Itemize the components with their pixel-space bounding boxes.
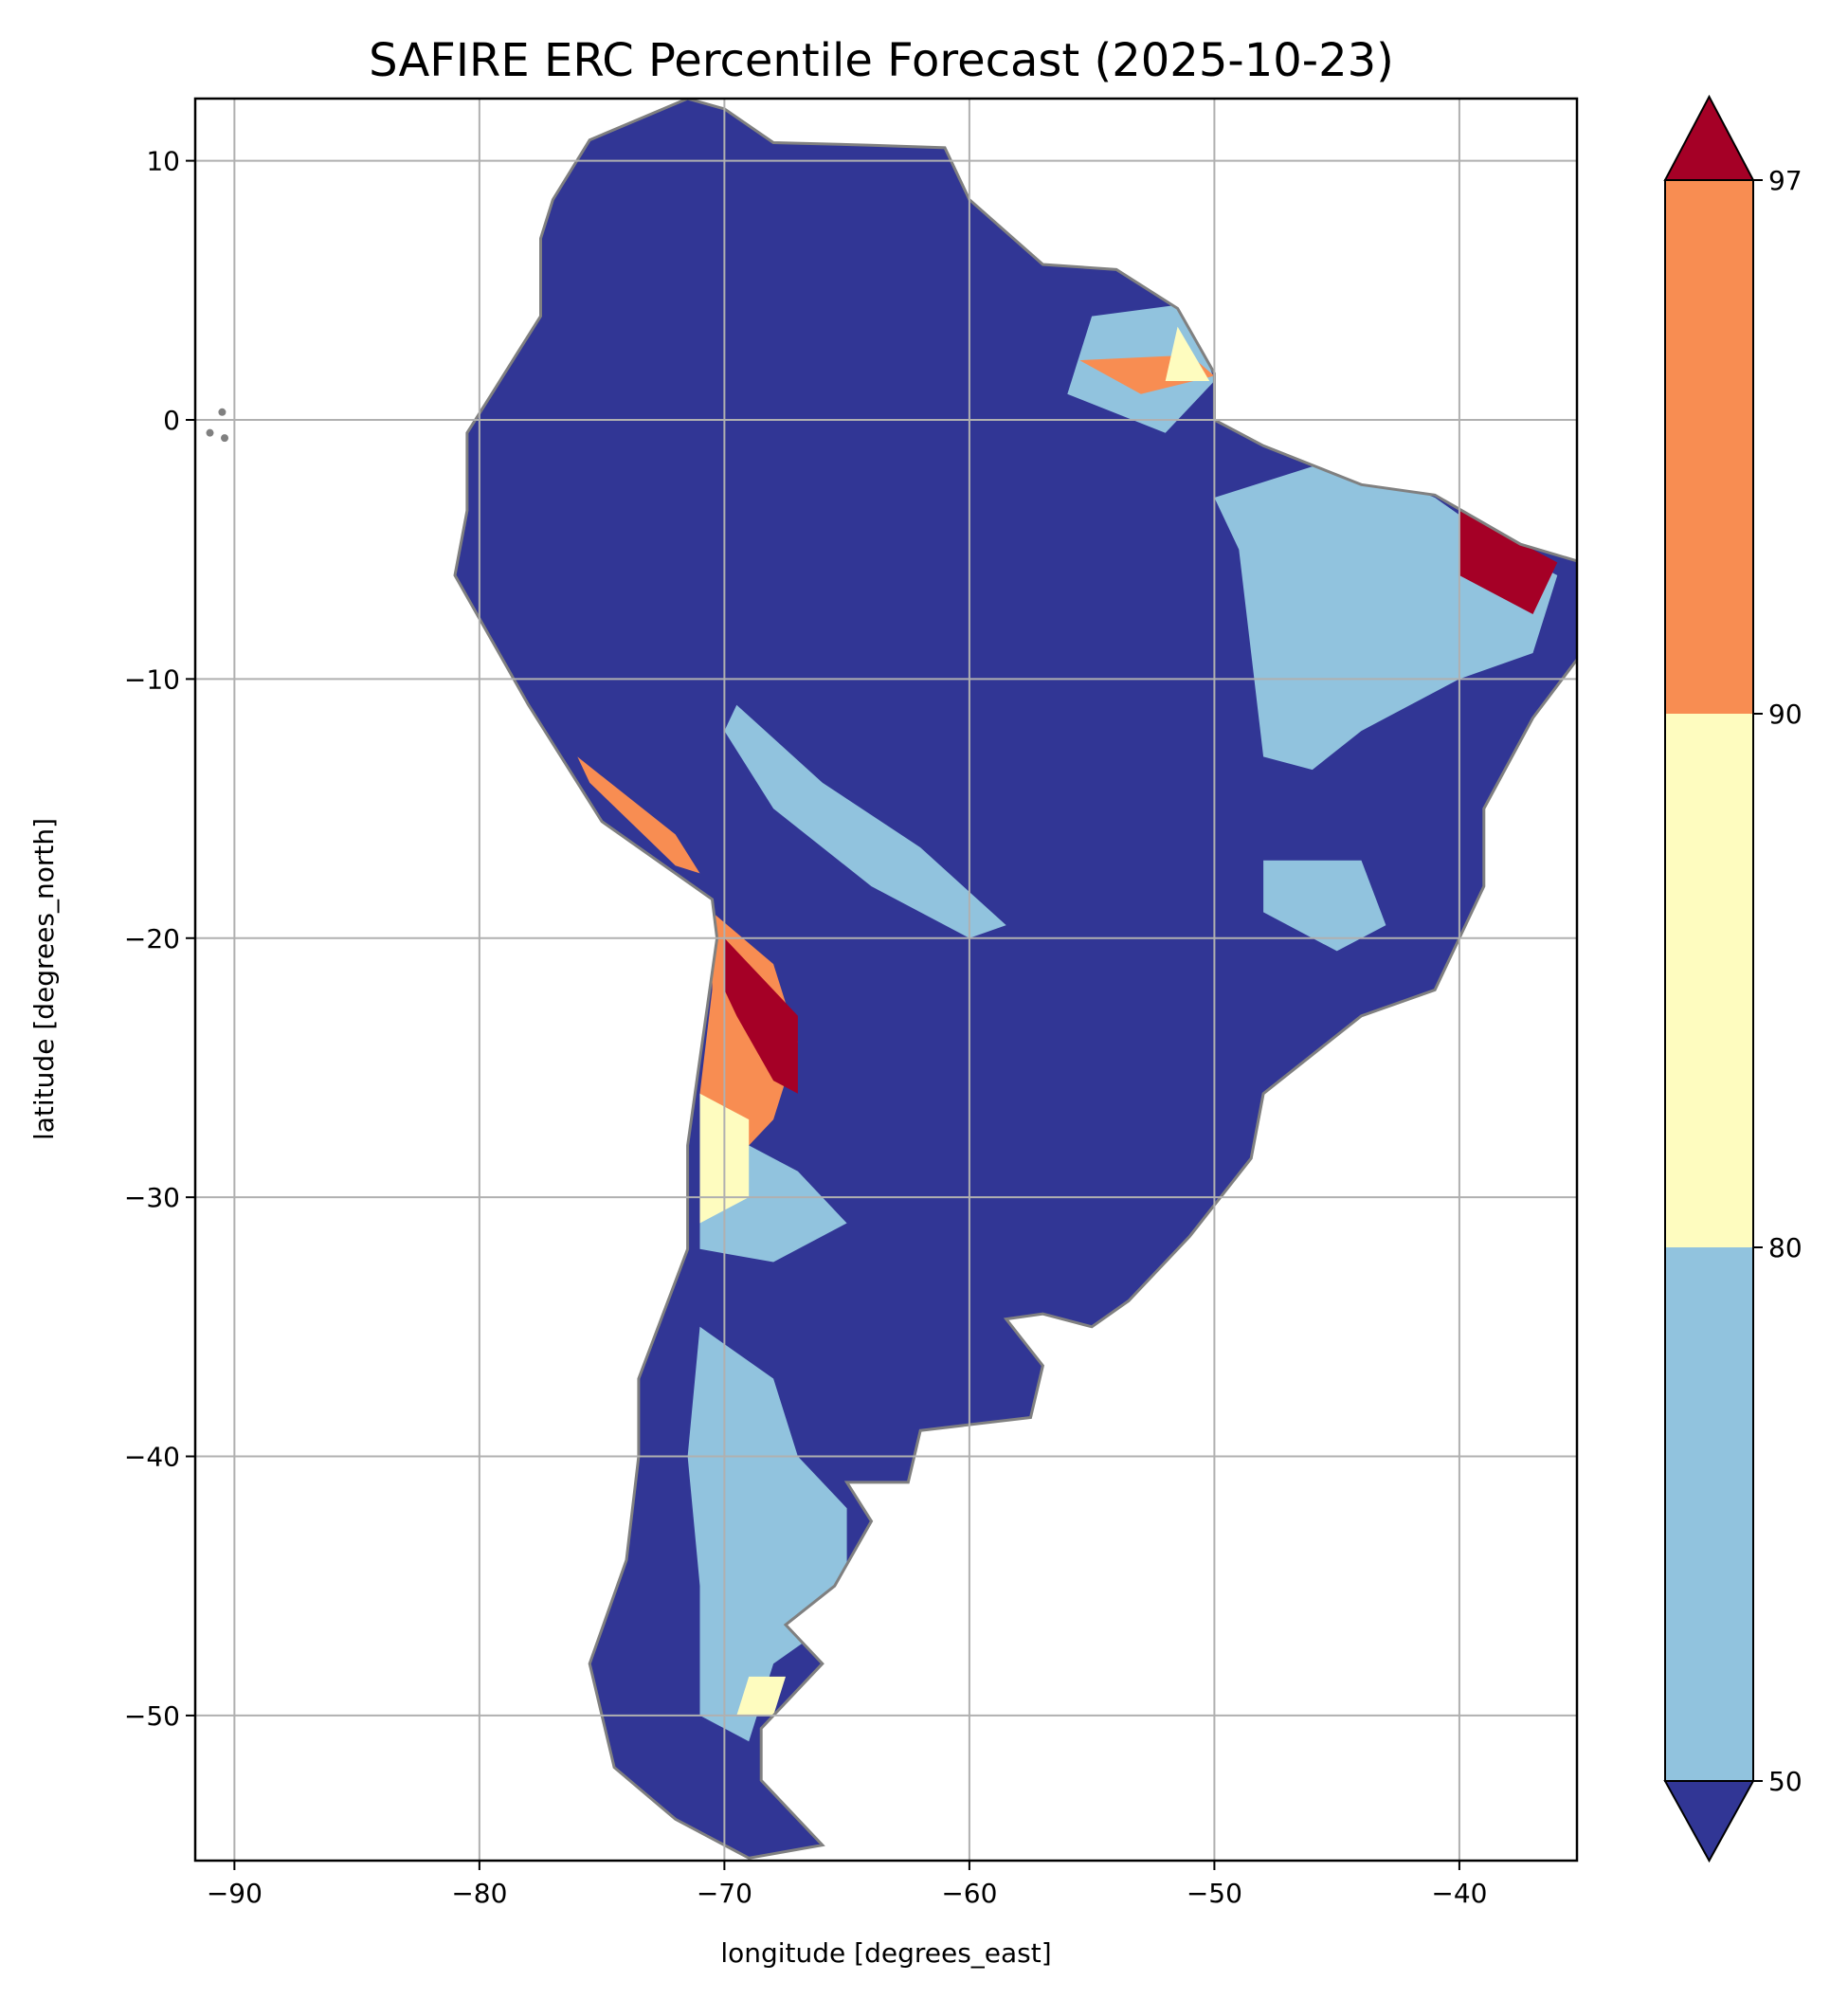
map-plot-area	[193, 97, 1579, 1863]
y-tick-label: −30	[124, 1182, 180, 1213]
colorbar-tick-label: 97	[1768, 165, 1803, 196]
y-tick-label: 10	[146, 146, 180, 177]
percentile-regions	[577, 303, 1558, 1742]
island	[221, 434, 229, 443]
colorbar-tick-label: 80	[1768, 1232, 1803, 1263]
axes-frame	[193, 97, 1579, 1863]
y-tick-label: −50	[124, 1700, 180, 1732]
coastline	[453, 99, 1577, 1860]
x-tick-label: −90	[207, 1878, 263, 1909]
colorbar-tick-label: 90	[1768, 699, 1803, 730]
map-layers	[195, 99, 1577, 1861]
x-tick-label: −40	[1431, 1878, 1487, 1909]
colorbar-frame	[1664, 179, 1754, 1782]
x-tick-label: −60	[941, 1878, 997, 1909]
region-90-97	[577, 756, 700, 874]
y-axis-label: latitude [degrees_north]	[28, 818, 60, 1140]
y-tick-label: −40	[124, 1442, 180, 1473]
x-axis-label: longitude [degrees_east]	[720, 1937, 1051, 1969]
colorbar-tick-label: 50	[1768, 1766, 1803, 1797]
chart-title: SAFIRE ERC Percentile Forecast (2025-10-…	[369, 34, 1394, 87]
region-80-90	[736, 1676, 786, 1716]
x-tick-label: −50	[1187, 1878, 1242, 1909]
region-50-80	[1263, 860, 1386, 952]
colorbar-band-80-90	[1665, 714, 1753, 1247]
colorbar-band-90-97	[1665, 180, 1753, 714]
x-axis: −90 −80 −70 −60 −50 −40	[207, 1861, 1487, 1909]
colorbar-extend-over	[1663, 94, 1755, 181]
x-tick-label: −70	[697, 1878, 752, 1909]
y-axis: 10 0 −10 −20 −30 −40 −50	[124, 146, 195, 1732]
region-over	[724, 937, 798, 1094]
region-50-80	[724, 704, 1006, 938]
region-over	[1458, 498, 1558, 614]
region-80-90	[1165, 326, 1210, 381]
colorbar: 50 80 90 97	[1663, 94, 1803, 1863]
island	[206, 428, 214, 437]
y-tick-label: −10	[124, 663, 180, 695]
x-tick-label: −80	[451, 1878, 507, 1909]
colorbar-extend-under	[1663, 1780, 1755, 1863]
island	[218, 408, 226, 416]
land-below-50	[455, 99, 1577, 1859]
y-tick-label: −20	[124, 923, 180, 954]
y-tick-label: 0	[163, 405, 180, 436]
colorbar-band-50-80	[1665, 1247, 1753, 1781]
